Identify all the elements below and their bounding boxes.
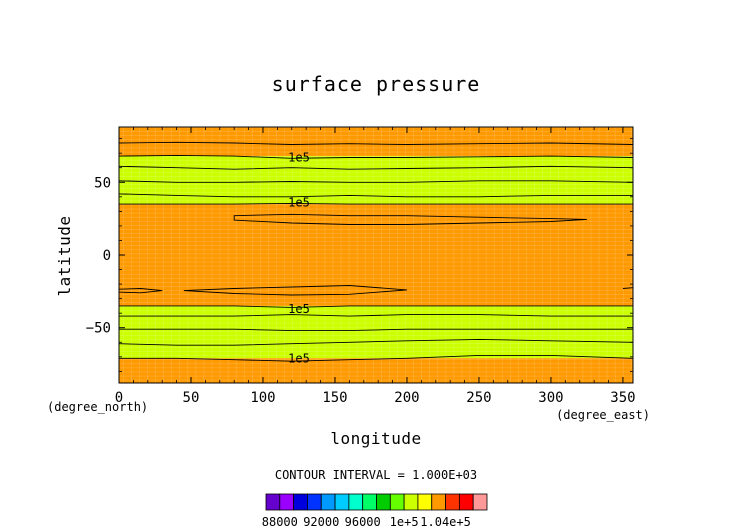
contour-line-c6 bbox=[119, 202, 633, 205]
contour-line-c1 bbox=[118, 141, 634, 145]
colorbar-swatch bbox=[403, 493, 419, 511]
contour-line-c8 bbox=[119, 314, 633, 317]
band-4 bbox=[119, 305, 633, 359]
contour-line-loop-north bbox=[233, 213, 587, 225]
chart-title: surface pressure bbox=[272, 72, 481, 96]
colorbar-label: 96000 bbox=[345, 515, 381, 529]
x-tick-label: 200 bbox=[394, 390, 419, 406]
colorbar-swatch bbox=[265, 493, 281, 511]
contour-line-c9 bbox=[119, 328, 633, 332]
contour-line-c11 bbox=[119, 354, 634, 362]
y-tick-label: 0 bbox=[103, 248, 111, 264]
y-tick-label: −50 bbox=[86, 321, 111, 337]
x-tick-label: 350 bbox=[610, 390, 635, 406]
colorbar-label: 88000 bbox=[262, 515, 298, 529]
colorbar-label: 92000 bbox=[303, 515, 339, 529]
contour-label: 1e5 bbox=[288, 196, 310, 210]
colorbar-label: 1.04e+5 bbox=[420, 515, 471, 529]
y-unit-label: (degree_north) bbox=[47, 400, 148, 414]
contour-label: 1e5 bbox=[288, 302, 310, 316]
contour-line-c10 bbox=[118, 338, 634, 346]
x-tick-label: 150 bbox=[322, 390, 347, 406]
colorbar-swatch bbox=[458, 493, 474, 511]
colorbar-swatch bbox=[362, 493, 377, 511]
colorbar-swatch bbox=[279, 493, 295, 511]
colorbar-label: 1e+5 bbox=[390, 515, 419, 529]
contour-line-c4 bbox=[118, 180, 634, 183]
y-tick-label: 50 bbox=[94, 175, 111, 191]
x-tick-label: 0 bbox=[115, 390, 123, 406]
contour-line-c2 bbox=[118, 154, 634, 159]
plot-area: 1e5 1e5 1e5 1e5 bbox=[118, 127, 634, 383]
colorbar-swatch bbox=[417, 493, 433, 511]
contour-line-c5 bbox=[118, 193, 633, 198]
x-unit-label: (degree_east) bbox=[556, 408, 650, 422]
y-axis-label: latitude bbox=[55, 215, 74, 296]
contour-label: 1e5 bbox=[288, 351, 310, 365]
x-tick-label: 250 bbox=[466, 390, 491, 406]
colorbar-swatch bbox=[348, 493, 364, 511]
band-3 bbox=[119, 204, 633, 306]
colorbar-swatch bbox=[334, 493, 350, 511]
contour-line-loop-south-right bbox=[622, 287, 634, 289]
contour-line-c3 bbox=[118, 165, 634, 170]
contour-interval-text: CONTOUR INTERVAL = 1.000E+03 bbox=[275, 468, 477, 482]
contour-line-c7 bbox=[119, 305, 633, 308]
colorbar-swatch bbox=[320, 493, 336, 511]
axes: 0 50 100 150 200 250 300 350 50 0 −50 bbox=[86, 126, 636, 406]
band-5 bbox=[119, 358, 633, 383]
contour-label: 1e5 bbox=[288, 151, 310, 165]
contour-line-loop-south-main bbox=[183, 285, 408, 296]
x-axis-label: longitude bbox=[330, 429, 421, 448]
colorbar-swatch bbox=[389, 493, 405, 511]
colorbar-swatch bbox=[293, 493, 308, 511]
colorbar: 88000 92000 96000 1e+5 1.04e+5 bbox=[262, 493, 488, 529]
colorbar-swatch bbox=[376, 493, 391, 511]
x-tick-label: 300 bbox=[538, 390, 563, 406]
x-tick-label: 100 bbox=[250, 390, 275, 406]
band-1 bbox=[119, 127, 633, 157]
colorbar-swatch bbox=[307, 493, 322, 511]
colorbar-swatch bbox=[431, 493, 446, 511]
colorbar-swatch bbox=[445, 493, 460, 511]
x-tick-label: 50 bbox=[183, 390, 200, 406]
colorbar-swatch bbox=[472, 493, 488, 511]
